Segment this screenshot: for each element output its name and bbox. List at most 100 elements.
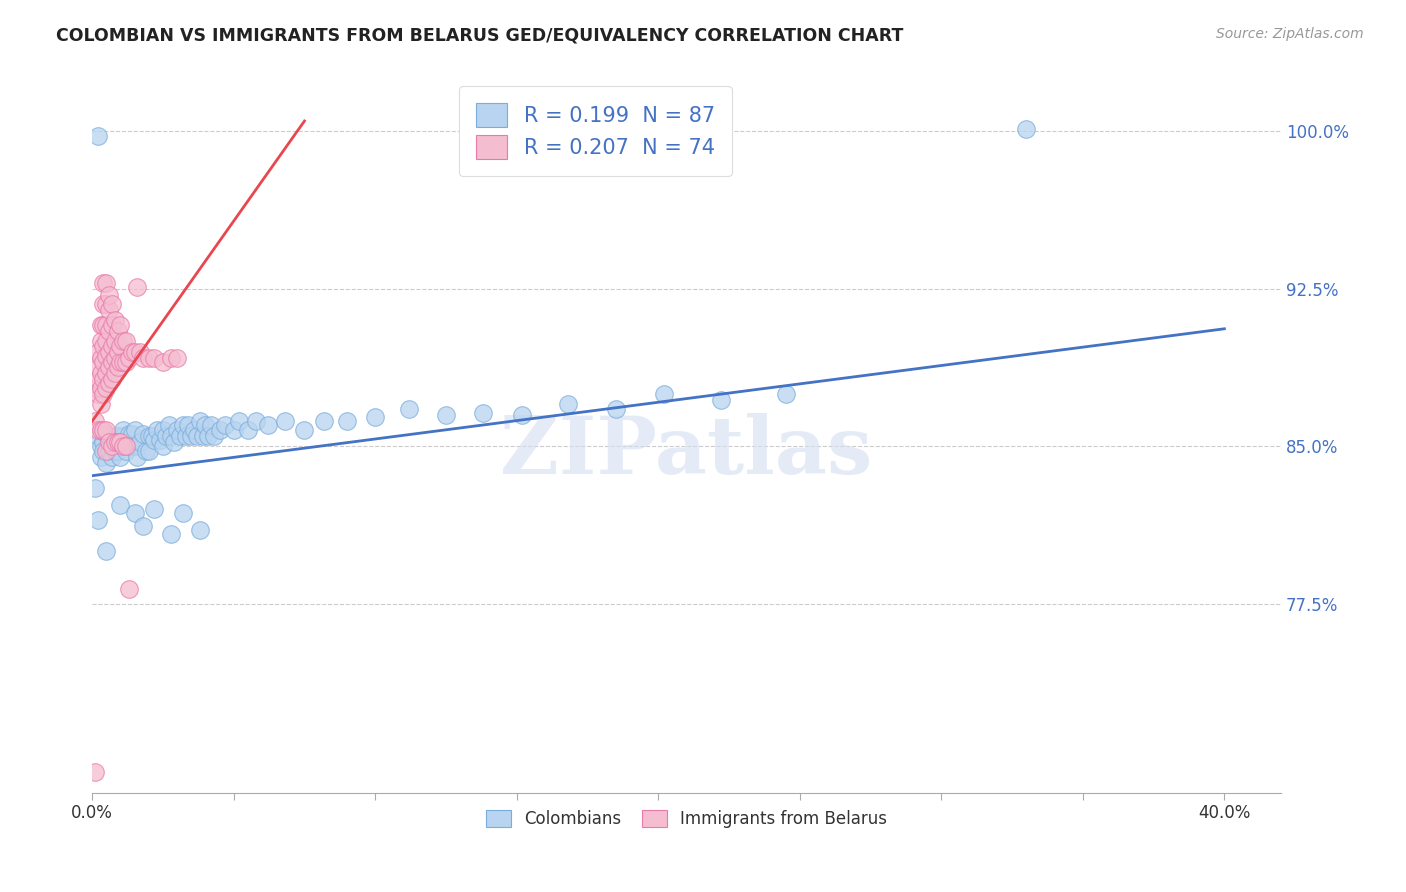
Point <box>104 313 127 327</box>
Point <box>434 408 457 422</box>
Point <box>110 498 132 512</box>
Point <box>101 296 124 310</box>
Point <box>104 435 127 450</box>
Point <box>93 443 115 458</box>
Point <box>1015 122 1038 136</box>
Point <box>245 414 267 428</box>
Point <box>87 128 110 143</box>
Point <box>104 366 127 380</box>
Point <box>112 355 135 369</box>
Point <box>152 355 174 369</box>
Point <box>101 439 124 453</box>
Text: ZIPatlas: ZIPatlas <box>501 413 873 491</box>
Point <box>115 439 138 453</box>
Point <box>157 418 180 433</box>
Point <box>96 318 118 332</box>
Point <box>129 344 152 359</box>
Point <box>93 435 115 450</box>
Point <box>121 439 143 453</box>
Point <box>129 435 152 450</box>
Point <box>112 423 135 437</box>
Point <box>222 423 245 437</box>
Point <box>96 423 118 437</box>
Point <box>202 429 225 443</box>
Point <box>214 418 236 433</box>
Point <box>90 366 112 380</box>
Point <box>177 418 200 433</box>
Point <box>101 372 124 386</box>
Point <box>104 443 127 458</box>
Point <box>605 401 627 416</box>
Point <box>84 414 107 428</box>
Point <box>93 318 115 332</box>
Point <box>132 519 155 533</box>
Point <box>127 450 149 464</box>
Point <box>112 439 135 453</box>
Point <box>93 296 115 310</box>
Point <box>84 481 107 495</box>
Point <box>118 351 141 366</box>
Point <box>652 387 675 401</box>
Point <box>143 502 166 516</box>
Point <box>132 351 155 366</box>
Point <box>197 429 219 443</box>
Point <box>124 423 146 437</box>
Point <box>152 423 174 437</box>
Point <box>110 435 132 450</box>
Point <box>191 429 214 443</box>
Point <box>127 439 149 453</box>
Point <box>87 429 110 443</box>
Point <box>146 423 169 437</box>
Point <box>93 355 115 369</box>
Point <box>172 507 194 521</box>
Point <box>87 344 110 359</box>
Point <box>107 435 129 450</box>
Point <box>186 429 208 443</box>
Point <box>398 401 420 416</box>
Point <box>160 429 183 443</box>
Point <box>160 351 183 366</box>
Point <box>96 443 118 458</box>
Point <box>87 387 110 401</box>
Point <box>775 387 797 401</box>
Point <box>336 414 359 428</box>
Point <box>107 429 129 443</box>
Point <box>208 423 231 437</box>
Point <box>98 288 121 302</box>
Point <box>141 429 163 443</box>
Point <box>118 426 141 441</box>
Point <box>96 296 118 310</box>
Point <box>228 414 250 428</box>
Point <box>93 276 115 290</box>
Point <box>98 443 121 458</box>
Point <box>98 429 121 443</box>
Point <box>93 338 115 352</box>
Point <box>143 433 166 447</box>
Point <box>101 338 124 352</box>
Point <box>194 418 217 433</box>
Point <box>90 318 112 332</box>
Point <box>138 443 160 458</box>
Point <box>124 507 146 521</box>
Point <box>98 302 121 317</box>
Point <box>110 450 132 464</box>
Point <box>96 426 118 441</box>
Point <box>149 433 172 447</box>
Point <box>127 280 149 294</box>
Point <box>107 443 129 458</box>
Point <box>93 387 115 401</box>
Point <box>84 380 107 394</box>
Point <box>160 527 183 541</box>
Point <box>90 351 112 366</box>
Point <box>471 406 494 420</box>
Point <box>107 359 129 374</box>
Point <box>135 443 157 458</box>
Text: Source: ZipAtlas.com: Source: ZipAtlas.com <box>1216 27 1364 41</box>
Point <box>200 418 222 433</box>
Point <box>115 355 138 369</box>
Point <box>96 544 118 558</box>
Point <box>172 418 194 433</box>
Point <box>110 338 132 352</box>
Point <box>96 334 118 349</box>
Point <box>294 423 316 437</box>
